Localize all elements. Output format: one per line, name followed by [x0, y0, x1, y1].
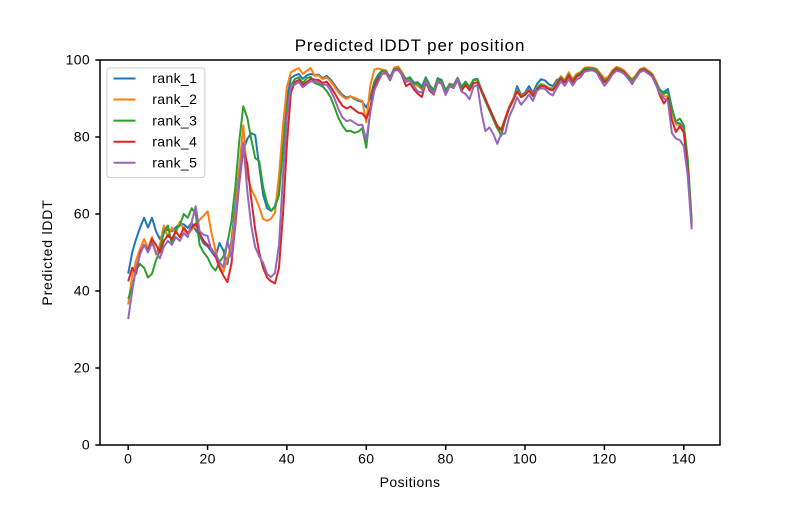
- svg-text:40: 40: [74, 283, 90, 299]
- svg-text:80: 80: [438, 451, 454, 467]
- svg-text:rank_5: rank_5: [152, 154, 197, 170]
- svg-text:0: 0: [82, 437, 90, 453]
- svg-text:Predicted lDDT: Predicted lDDT: [39, 199, 55, 305]
- svg-text:60: 60: [358, 451, 374, 467]
- svg-text:80: 80: [74, 129, 90, 145]
- svg-text:100: 100: [66, 52, 90, 68]
- svg-text:0: 0: [124, 451, 132, 467]
- svg-text:rank_4: rank_4: [152, 133, 197, 149]
- svg-text:120: 120: [592, 451, 616, 467]
- svg-text:rank_3: rank_3: [152, 112, 197, 128]
- svg-text:20: 20: [74, 360, 90, 376]
- svg-text:60: 60: [74, 206, 90, 222]
- svg-text:rank_1: rank_1: [152, 70, 197, 86]
- svg-text:rank_2: rank_2: [152, 91, 197, 107]
- svg-text:40: 40: [279, 451, 295, 467]
- svg-text:Predicted lDDT per position: Predicted lDDT per position: [295, 36, 526, 55]
- svg-text:100: 100: [513, 451, 537, 467]
- svg-text:Positions: Positions: [380, 474, 441, 490]
- svg-text:20: 20: [199, 451, 215, 467]
- svg-text:140: 140: [672, 451, 696, 467]
